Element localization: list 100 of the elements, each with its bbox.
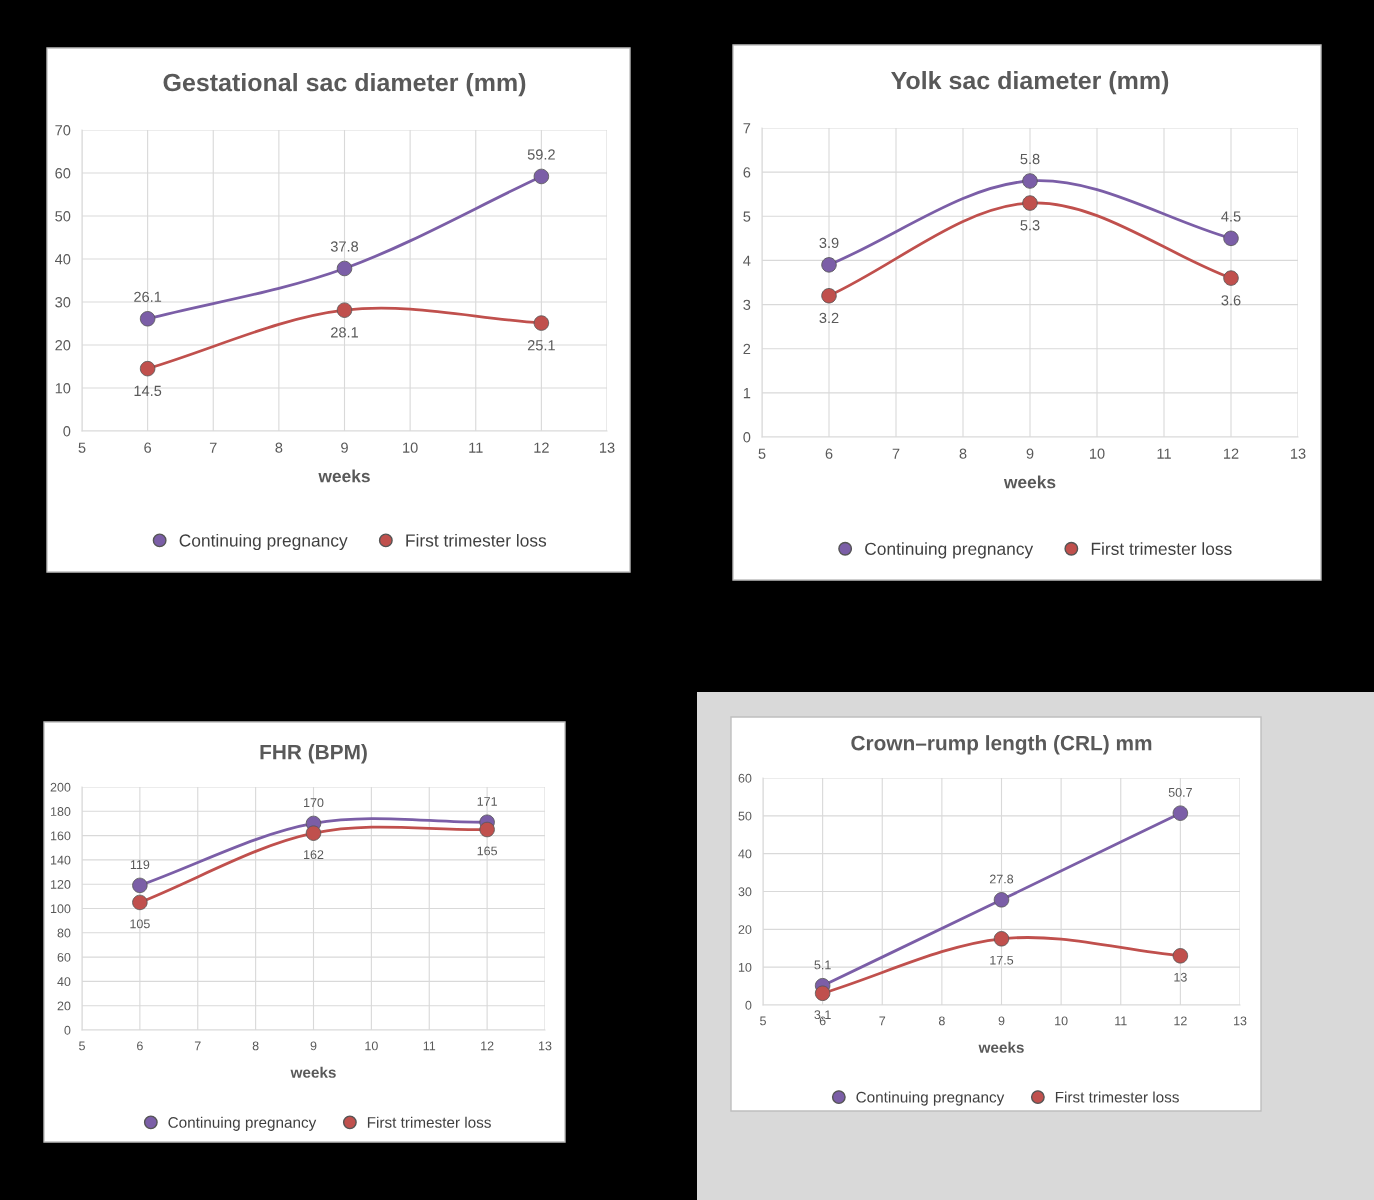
y-tick-label: 0 (63, 426, 71, 437)
legend-label: Continuing pregnancy (865, 542, 1034, 559)
x-axis-title: weeks (318, 469, 370, 483)
x-tick-label: 5 (758, 448, 766, 459)
y-tick-label: 50 (738, 811, 752, 821)
data-label: 3.6 (1221, 295, 1241, 306)
x-tick-label: 9 (310, 1041, 317, 1051)
x-tick-label: 9 (341, 442, 348, 453)
x-tick-label: 5 (760, 1016, 766, 1026)
y-tick-label: 20 (55, 340, 71, 351)
y-tick-label: 5 (743, 211, 751, 222)
y-tick-label: 40 (57, 977, 71, 987)
data-label: 5.1 (814, 960, 831, 970)
data-label: 13 (1174, 972, 1187, 982)
data-label: 28.1 (331, 327, 358, 338)
x-tick-label: 13 (539, 1041, 552, 1051)
data-label: 162 (304, 850, 324, 860)
y-tick-label: 50 (55, 211, 71, 222)
data-label: 27.8 (989, 874, 1014, 884)
x-tick-label: 12 (1174, 1016, 1187, 1026)
x-tick-label: 9 (998, 1016, 1005, 1026)
y-tick-label: 2 (743, 343, 751, 354)
data-label: 5.3 (1020, 220, 1040, 231)
x-axis-title: weeks (1003, 475, 1056, 489)
y-tick-label: 6 (743, 167, 751, 178)
data-label: 3.2 (819, 312, 839, 324)
legend-label: Continuing pregnancy (168, 1116, 317, 1131)
x-tick-label: 7 (194, 1041, 201, 1051)
y-tick-label: 140 (50, 855, 71, 865)
x-axis-title: weeks (978, 1041, 1024, 1053)
x-tick-label: 7 (209, 442, 217, 453)
x-tick-label: 8 (275, 442, 283, 453)
chart-title: Yolk sac diameter (mm) (891, 70, 1169, 95)
x-tick-label: 11 (1115, 1016, 1127, 1026)
x-tick-label: 11 (423, 1041, 436, 1051)
x-tick-label: 5 (79, 1041, 85, 1051)
y-tick-label: 120 (50, 880, 71, 889)
y-tick-label: 40 (738, 849, 752, 859)
y-tick-label: 80 (57, 928, 71, 938)
legend-label: First trimester loss (1055, 1091, 1179, 1103)
data-label: 170 (304, 798, 324, 808)
x-tick-label: 12 (534, 442, 549, 453)
data-label: 59.2 (527, 149, 555, 160)
chart-title: FHR (BPM) (260, 744, 367, 764)
data-label: 17.5 (990, 955, 1014, 965)
x-tick-label: 6 (137, 1041, 143, 1051)
y-tick-label: 7 (743, 123, 751, 134)
x-tick-label: 10 (1055, 1016, 1068, 1026)
data-label: 26.1 (134, 291, 162, 302)
legend-label: Continuing pregnancy (179, 533, 348, 551)
y-tick-label: 0 (745, 1000, 752, 1010)
data-label: 165 (477, 846, 498, 856)
x-tick-label: 9 (1026, 448, 1034, 459)
x-tick-label: 8 (959, 448, 967, 459)
legend-label: First trimester loss (1091, 542, 1232, 555)
data-label: 50.7 (1168, 787, 1192, 797)
x-tick-label: 5 (78, 442, 86, 453)
data-label: 4.5 (1221, 211, 1241, 222)
y-tick-label: 160 (50, 831, 71, 841)
x-tick-label: 8 (938, 1016, 945, 1026)
x-tick-label: 8 (252, 1041, 259, 1051)
y-tick-label: 0 (743, 432, 751, 443)
x-tick-label: 10 (403, 442, 418, 453)
legend-label: First trimester loss (406, 533, 547, 547)
y-tick-label: 70 (55, 125, 71, 136)
x-axis-title: weeks (290, 1066, 336, 1078)
x-tick-label: 12 (1224, 448, 1239, 459)
data-label: 3.9 (819, 237, 839, 249)
y-tick-label: 60 (57, 952, 71, 962)
y-tick-label: 30 (55, 297, 71, 308)
x-tick-label: 13 (1234, 1016, 1247, 1026)
data-label: 119 (130, 860, 150, 870)
x-tick-label: 13 (1291, 448, 1306, 459)
x-tick-label: 10 (1090, 448, 1105, 459)
y-tick-label: 20 (738, 925, 752, 934)
y-tick-label: 180 (50, 807, 71, 816)
y-tick-label: 30 (738, 887, 752, 897)
legend-label: Continuing pregnancy (856, 1091, 1005, 1106)
y-tick-label: 40 (55, 254, 71, 265)
x-tick-label: 7 (892, 448, 900, 459)
y-tick-label: 1 (743, 388, 751, 399)
y-tick-label: 0 (64, 1025, 71, 1035)
x-tick-label: 6 (144, 442, 152, 453)
chart-title: Gestational sac diameter (mm) (163, 72, 526, 97)
y-tick-label: 100 (50, 904, 71, 914)
y-tick-label: 3 (743, 299, 751, 310)
x-tick-label: 13 (600, 442, 615, 453)
data-label: 25.1 (527, 340, 555, 351)
legend-label: First trimester loss (367, 1116, 491, 1128)
data-label: 5.8 (1020, 153, 1040, 165)
x-tick-label: 10 (365, 1041, 378, 1051)
data-label: 171 (477, 797, 497, 806)
chart-title: Crown–rump length (CRL) mm (851, 735, 1152, 755)
y-tick-label: 60 (738, 773, 752, 783)
x-tick-label: 11 (469, 442, 483, 453)
y-tick-label: 200 (50, 782, 71, 792)
x-tick-label: 6 (825, 448, 833, 459)
y-tick-label: 60 (55, 168, 71, 179)
y-tick-label: 4 (743, 255, 751, 266)
x-tick-label: 11 (1157, 448, 1171, 459)
